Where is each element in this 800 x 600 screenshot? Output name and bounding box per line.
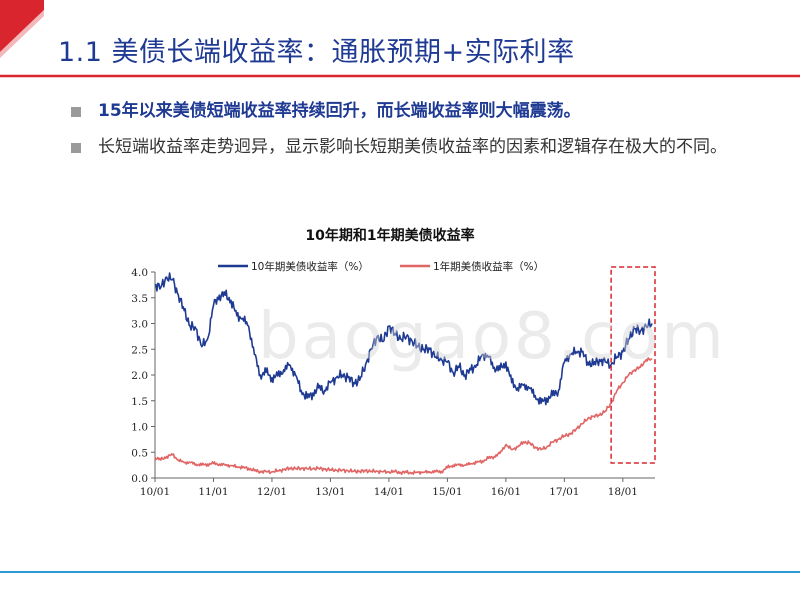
y-tick-label: 2.5 — [131, 344, 148, 356]
bullet-item-1: 15年以来美债短端收益率持续回升，而长端收益率则大幅震荡。 — [68, 98, 768, 125]
highlight-box — [610, 266, 656, 464]
x-tick-label: 12/01 — [257, 486, 287, 498]
legend-label-1y: 1年期美债收益率（%） — [433, 260, 544, 273]
y-tick-label: 1.0 — [131, 422, 148, 434]
bullet-text-1: 15年以来美债短端收益率持续回升，而长端收益率则大幅震荡。 — [98, 101, 581, 121]
bullet-item-2: 长短端收益率走势迥异，显示影响长短期美债收益率的因素和逻辑存在极大的不同。 — [68, 134, 768, 161]
x-tick-label: 11/01 — [198, 486, 228, 498]
y-tick-label: 3.5 — [131, 293, 148, 305]
x-tick-label: 15/01 — [432, 486, 462, 498]
header-decoration — [0, 0, 800, 78]
x-tick-label: 16/01 — [491, 486, 521, 498]
y-tick-label: 0.5 — [131, 447, 148, 459]
y-tick-label: 0.0 — [131, 473, 148, 485]
slide-title: 1.1 美债长端收益率：通胀预期+实际利率 — [58, 37, 575, 68]
header-pink-band — [0, 10, 44, 58]
y-tick-label: 2.0 — [131, 370, 148, 382]
y-tick-label: 3.0 — [131, 319, 148, 331]
bullet-text-2: 长短端收益率走势迥异，显示影响长短期美债收益率的因素和逻辑存在极大的不同。 — [98, 137, 727, 157]
yield-chart: 10年期和1年期美债收益率 10年期美债收益率（%） 1年期美债收益率（%） 0… — [131, 227, 656, 498]
footer-line — [0, 571, 800, 573]
legend-label-10y: 10年期美债收益率（%） — [251, 260, 369, 273]
x-tick-label: 10/01 — [140, 486, 170, 498]
axes: 0.0 0.5 1.0 1.5 2.0 2.5 3.0 3.5 4.0 10/01 11/01 12/… — [131, 267, 655, 498]
square-bullet-icon — [71, 107, 81, 117]
header-red-corner — [0, 0, 44, 52]
legend: 10年期美债收益率（%） 1年期美债收益率（%） — [218, 260, 544, 273]
x-tick-label: 17/01 — [549, 486, 579, 498]
square-bullet-icon — [71, 143, 81, 153]
x-tick-label: 18/01 — [608, 486, 638, 498]
bullet-list: 15年以来美债短端收益率持续回升，而长端收益率则大幅震荡。 长短端收益率走势迥异… — [68, 98, 768, 170]
chart-title: 10年期和1年期美债收益率 — [305, 227, 474, 244]
x-tick-label: 14/01 — [374, 486, 404, 498]
series-lines — [154, 272, 653, 476]
series-line-1y — [154, 357, 653, 476]
series-line-10y — [154, 272, 653, 406]
y-tick-label: 4.0 — [131, 267, 148, 279]
x-tick-label: 13/01 — [315, 486, 345, 498]
y-tick-label: 1.5 — [131, 396, 148, 408]
